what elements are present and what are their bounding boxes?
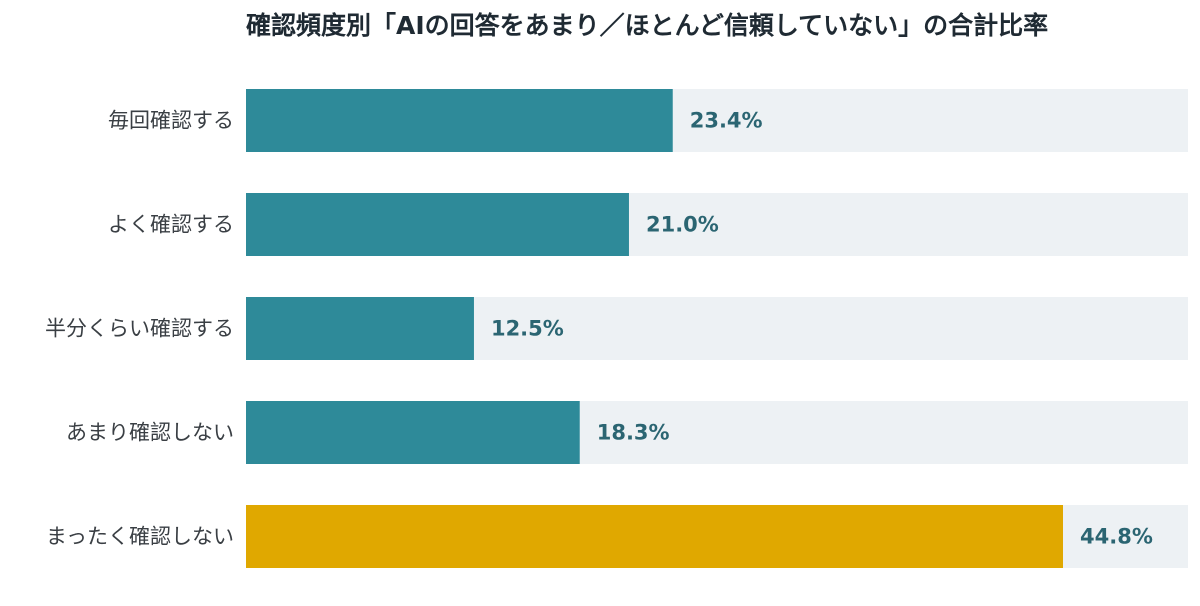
category-label: まったく確認しない xyxy=(46,525,234,549)
bar xyxy=(246,193,629,256)
chart-title: 確認頻度別「AIの回答をあまり／ほとんど信頼していない」の合計比率 xyxy=(246,11,1049,40)
bar xyxy=(246,89,673,152)
value-label: 21.0% xyxy=(646,213,719,237)
bar xyxy=(246,297,474,360)
category-label: あまり確認しない xyxy=(66,421,234,445)
category-label: 毎回確認する xyxy=(108,109,234,133)
bar xyxy=(246,505,1063,568)
category-label: 半分くらい確認する xyxy=(45,317,234,341)
category-label: よく確認する xyxy=(108,213,234,237)
value-label: 44.8% xyxy=(1080,525,1153,549)
value-label: 12.5% xyxy=(491,317,564,341)
value-label: 23.4% xyxy=(690,109,763,133)
value-label: 18.3% xyxy=(597,421,670,445)
bar xyxy=(246,401,580,464)
